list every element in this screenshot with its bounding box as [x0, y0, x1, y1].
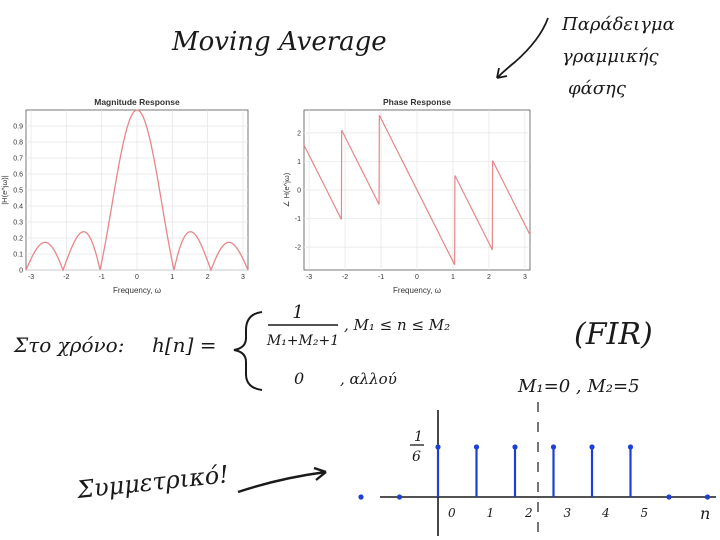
x-tick-label: 3: [523, 274, 527, 281]
stem-tick-label: 2: [524, 506, 533, 520]
x-tick-label: 1: [451, 274, 455, 281]
stem-x-axis-label: n: [700, 504, 710, 523]
note-arrow: [496, 17, 549, 79]
case1-numerator: 1: [292, 302, 303, 323]
stem-tick-label: 0: [448, 506, 456, 520]
note-line-3: φάσης: [568, 78, 627, 99]
phase-xlabel: Frequency, ω: [393, 286, 441, 295]
x-tick-label: 0: [135, 274, 139, 281]
symmetric-arrowhead: [313, 466, 327, 481]
heading: Moving Average: [171, 27, 387, 57]
y-tick-label: 0.5: [13, 188, 23, 195]
note-arrowhead: [496, 67, 508, 79]
y-tick-label: -2: [295, 245, 301, 252]
params-label: M₁=0 , M₂=5: [517, 376, 640, 397]
y-tick-label: 0.9: [13, 124, 23, 131]
x-tick-label: -3: [306, 274, 312, 281]
phase-plot: Phase Response -3 -2 -1 0 1 2 3 -2 -1 0 1 2 Freque…: [282, 97, 531, 295]
symmetric-arrow: [237, 470, 327, 494]
y-tick-label: 0.3: [13, 220, 23, 227]
phase-y-ticks: -2 -1 0 1 2: [295, 130, 301, 251]
stem-point: [550, 444, 557, 450]
y-tick-label: -1: [295, 216, 301, 223]
definition-lhs: h[n] =: [152, 333, 216, 357]
x-tick-label: -2: [63, 274, 69, 281]
stem-tick-label: 1: [487, 506, 495, 520]
note-line-2: γραμμικής: [562, 46, 660, 67]
magnitude-series-line: [25, 109, 249, 272]
stem-point: [512, 444, 518, 450]
x-tick-label: -1: [378, 274, 384, 281]
case1-denominator: M₁+M₂+1: [266, 333, 339, 349]
definition-prefix: Στο χρόνο:: [13, 333, 124, 357]
phase-ylabel: ∠ H(e^jω): [282, 172, 291, 207]
magnitude-y-ticks: 0 0.1 0.2 0.3 0.4 0.5 0.6 0.7 0.8 0.9: [13, 124, 23, 275]
stem-point: [358, 494, 364, 500]
x-tick-label: 1: [170, 274, 174, 281]
stem-point: [589, 444, 595, 450]
stem-point: [396, 494, 403, 500]
magnitude-plot: Magnitude Response -3 -2 -1 0 1 2 3 0 0.1 0.2 0.3…: [0, 97, 249, 295]
magnitude-xlabel: Frequency, ω: [113, 286, 161, 295]
phase-title: Phase Response: [383, 97, 451, 107]
note-line-1: Παράδειγμα: [561, 14, 675, 35]
y-tick-label: 0.1: [13, 252, 23, 259]
x-tick-label: 3: [241, 274, 245, 281]
stem-marks: [358, 444, 711, 500]
stem-point: [704, 494, 711, 500]
y-tick-label: 0.8: [13, 140, 23, 147]
y-tick-label: 0.6: [13, 172, 23, 179]
stem-point: [627, 444, 634, 450]
stem-tick-label: 3: [564, 506, 572, 520]
stem-point: [666, 494, 672, 500]
magnitude-ylabel: |H(e^jω)|: [0, 175, 9, 205]
stem-tick-label: 5: [641, 506, 649, 520]
y-tick-label: 1: [297, 159, 301, 166]
stem-point: [435, 444, 441, 450]
y-tick-label: 0.7: [13, 156, 23, 163]
stem-point: [473, 444, 480, 450]
y-tick-label: 0.4: [13, 204, 23, 211]
case1-condition: , M₁ ≤ n ≤ M₂: [344, 316, 450, 334]
x-tick-label: 0: [415, 274, 419, 281]
stem-tick-labels: 0 1 2 3 4 5: [448, 506, 648, 520]
definition-brace: [233, 311, 263, 391]
impulse-response-stem-plot: 1 6 0 1 2 3 4 5 n: [358, 402, 716, 536]
phase-series-line: [303, 114, 531, 266]
x-tick-label: -3: [28, 274, 34, 281]
symmetric-label: Συμμετρικό!: [75, 460, 230, 504]
y-tick-label: 0.2: [13, 236, 23, 243]
stem-tick-label: 4: [601, 506, 610, 520]
case2-value: 0: [294, 369, 304, 388]
y-tick-label: 0: [19, 268, 23, 275]
case2-condition: , αλλού: [340, 370, 397, 388]
x-tick-label: 2: [487, 274, 491, 281]
y-tick-label: 0: [297, 188, 301, 195]
x-tick-label: -1: [99, 274, 105, 281]
x-tick-label: 2: [206, 274, 210, 281]
stem-y-value-denominator: 6: [412, 449, 421, 465]
magnitude-x-ticks: -3 -2 -1 0 1 2 3: [28, 274, 245, 281]
phase-x-ticks: -3 -2 -1 0 1 2 3: [306, 274, 527, 281]
magnitude-title: Magnitude Response: [94, 97, 180, 107]
y-tick-label: 2: [297, 130, 301, 137]
x-tick-label: -2: [342, 274, 348, 281]
fir-label: (FIR): [574, 317, 653, 352]
stem-y-value-numerator: 1: [414, 429, 423, 445]
